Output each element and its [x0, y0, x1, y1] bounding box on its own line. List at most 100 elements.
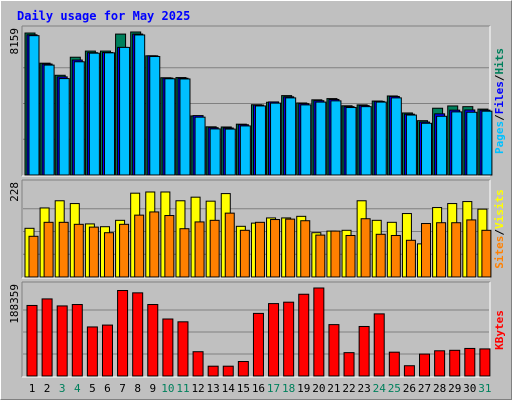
x-tick-label: 16 — [252, 382, 265, 395]
bar — [343, 352, 355, 377]
legend-visits: Visits — [493, 189, 506, 229]
bar — [117, 290, 129, 377]
bar — [300, 104, 312, 176]
bar — [103, 232, 114, 278]
bar — [224, 212, 235, 278]
bar — [119, 223, 130, 278]
bar — [132, 292, 144, 377]
bar — [285, 97, 297, 176]
bar — [222, 365, 234, 377]
legend-files: Files — [493, 81, 506, 114]
bar — [119, 46, 131, 176]
bar — [164, 78, 176, 176]
bar — [405, 114, 417, 176]
bar — [26, 304, 38, 377]
x-tick-label: 28 — [433, 382, 446, 395]
bar — [345, 234, 356, 278]
legend-separator: / — [493, 74, 506, 81]
bar — [466, 219, 477, 278]
x-tick-label: 20 — [312, 382, 325, 395]
bar — [254, 221, 265, 278]
bar — [330, 230, 341, 278]
bar — [421, 122, 433, 176]
bar — [86, 326, 98, 377]
x-tick-label: 19 — [297, 382, 310, 395]
legend-sites: Sites — [493, 236, 506, 269]
x-tick-label: 30 — [463, 382, 476, 395]
bar — [179, 78, 191, 176]
series-kbytes — [26, 287, 491, 377]
bar — [149, 56, 161, 176]
bar — [419, 353, 431, 377]
bar — [285, 218, 296, 278]
bar — [134, 34, 146, 176]
legend-label: Pages/Files/Hits — [493, 48, 506, 154]
bar — [103, 52, 115, 176]
legend-label: Sites/Visits — [493, 189, 506, 269]
legend-separator: / — [493, 229, 506, 236]
x-tick-label: 31 — [478, 382, 491, 395]
bar — [58, 78, 70, 176]
bar — [313, 287, 325, 377]
bar — [164, 215, 175, 278]
x-tick-label: 7 — [119, 382, 126, 395]
bar — [239, 229, 250, 278]
bar — [360, 106, 372, 176]
bar — [41, 298, 53, 377]
x-tick-label: 22 — [342, 382, 355, 395]
panel-bottom: 188359 — [8, 281, 491, 378]
bar — [43, 221, 54, 278]
series-pages — [28, 34, 493, 176]
bar — [134, 214, 145, 278]
bar — [209, 128, 221, 176]
bar — [451, 222, 462, 278]
bar — [375, 233, 386, 278]
bar — [479, 348, 491, 377]
legend-separator: / — [493, 114, 506, 121]
bar — [466, 111, 478, 176]
bar — [194, 116, 206, 176]
bar — [375, 101, 387, 176]
legend-pages: Pages — [493, 121, 506, 154]
x-axis-labels: 1 2 3 4 5 6 7 8 9 10 11 12 13 14 15 16 17 18 19 20 21 22 23 24 2… — [29, 382, 492, 395]
x-tick-label: 23 — [358, 382, 371, 395]
y-max-label: 228 — [8, 182, 21, 202]
x-tick-label: 25 — [388, 382, 401, 395]
bar — [330, 100, 342, 176]
bar — [464, 347, 476, 377]
x-tick-label: 1 — [29, 382, 36, 395]
x-tick-label: 13 — [207, 382, 220, 395]
bar — [436, 115, 448, 176]
bar — [451, 111, 463, 176]
x-tick-label: 3 — [59, 382, 66, 395]
bar — [194, 221, 205, 278]
legend-kbytes: KBytes — [493, 310, 506, 350]
bar — [270, 219, 281, 278]
bar — [390, 234, 401, 278]
bar — [88, 226, 99, 278]
bar — [224, 128, 236, 176]
bar — [360, 218, 371, 278]
bar — [405, 239, 416, 278]
panel-middle: 228 — [8, 179, 492, 279]
y-max-label: 8159 — [8, 28, 21, 55]
chart-panels: 8159 228 188359 — [8, 25, 493, 378]
x-tick-label: 11 — [176, 382, 189, 395]
x-tick-label: 5 — [89, 382, 96, 395]
x-tick-label: 10 — [161, 382, 174, 395]
bar — [345, 107, 357, 176]
bar — [436, 222, 447, 278]
x-tick-label: 26 — [403, 382, 416, 395]
bar — [298, 293, 310, 377]
bar — [449, 349, 461, 377]
bar — [239, 125, 251, 176]
x-tick-label: 14 — [222, 382, 236, 395]
legend-hits: Hits — [493, 48, 506, 75]
bar — [268, 303, 280, 377]
legend-label: KBytes — [493, 310, 506, 350]
bar — [328, 324, 340, 377]
x-tick-label: 8 — [134, 382, 141, 395]
